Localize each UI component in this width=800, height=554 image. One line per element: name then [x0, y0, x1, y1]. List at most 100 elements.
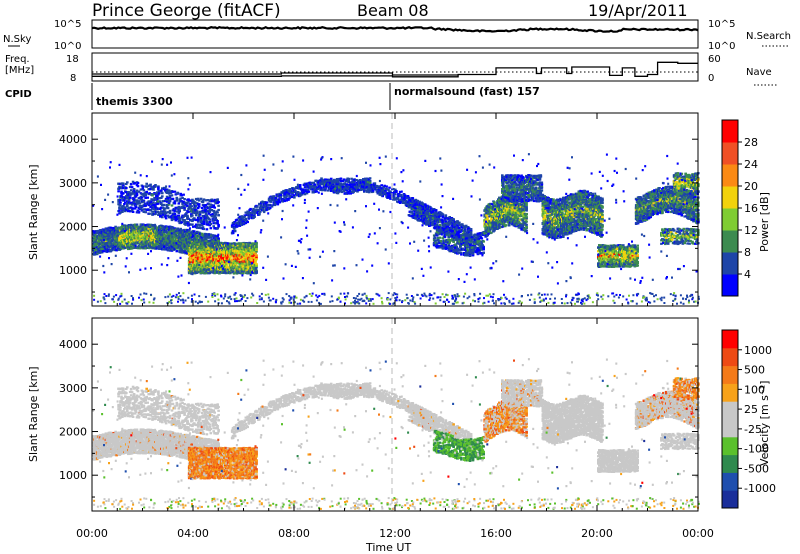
power-cell: [129, 183, 133, 186]
power-cell: [132, 239, 136, 242]
power-cell: [170, 204, 174, 207]
power-cell: [143, 226, 147, 229]
power-cell: [157, 186, 160, 189]
power-cell: [188, 233, 191, 236]
power-cell: [94, 234, 98, 237]
power-cell: [101, 241, 105, 244]
power-cell: [94, 243, 98, 246]
power-cell: [175, 250, 179, 253]
power-cell: [144, 247, 147, 250]
power-cell: [161, 195, 164, 198]
power-cell: [173, 213, 177, 216]
power-cell: [171, 238, 175, 241]
power-cell: [116, 228, 119, 231]
power-cell: [145, 190, 148, 193]
power-cell: [103, 242, 107, 245]
power-cell: [195, 230, 199, 233]
power-scatter: [92, 153, 700, 305]
power-cell: [191, 238, 194, 241]
power-cell: [122, 229, 125, 233]
power-cell: [98, 230, 102, 233]
power-cell: [135, 223, 139, 226]
power-cell: [93, 253, 97, 256]
power-cell: [136, 239, 140, 242]
power-cell: [154, 225, 157, 228]
power-cell: [168, 209, 172, 212]
power-cell: [128, 196, 132, 199]
power-cell: [148, 212, 151, 215]
freq-label-2: [MHz]: [5, 65, 34, 76]
power-cell: [166, 242, 170, 245]
power-cell: [151, 237, 154, 240]
power-cell: [98, 245, 102, 248]
power-cell: [110, 227, 114, 230]
power-cell: [175, 198, 179, 201]
nave-label: Nave: [746, 67, 772, 78]
power-cell: [125, 187, 128, 190]
power-cell: [182, 193, 185, 196]
station-title: Prince George (fitACF): [92, 1, 281, 21]
power-cell: [186, 232, 189, 235]
power-cell: [93, 249, 97, 252]
power-cell: [175, 232, 179, 235]
power-cell: [197, 238, 201, 242]
power-cell: [241, 272, 245, 275]
power-cell: [132, 188, 136, 191]
power-cell: [170, 228, 174, 231]
frequency-panel: Freq. [MHz] 18 8 60 0 Nave: [5, 52, 778, 86]
power-cell: [97, 239, 101, 242]
power-cell: [195, 236, 199, 239]
noise-left-tick-top: 10^5: [54, 19, 81, 30]
power-cell: [184, 230, 187, 233]
power-cell: [175, 240, 179, 243]
power-cell: [101, 248, 105, 251]
power-cell: [255, 270, 258, 273]
power-cell: [142, 239, 146, 242]
nave-line: [92, 61, 698, 78]
power-cell: [191, 214, 194, 217]
power-cell: [136, 185, 140, 188]
power-cell: [255, 243, 258, 246]
power-cell: [93, 244, 96, 247]
power-cell: [93, 235, 96, 238]
power-cell: [127, 235, 130, 238]
power-cell: [153, 234, 156, 237]
power-cell: [164, 217, 168, 220]
power-cell: [127, 242, 130, 245]
power-cell: [100, 251, 104, 254]
power-cell: [116, 229, 119, 232]
power-cell: [93, 240, 96, 243]
power-cell: [162, 234, 166, 237]
power-cell: [128, 228, 132, 231]
power-cell: [112, 226, 115, 230]
power-cell: [93, 248, 97, 251]
power-cell: [198, 232, 202, 235]
power-cell: [186, 202, 189, 205]
power-cell: [108, 243, 112, 246]
power-cell: [182, 246, 185, 249]
power-cell: [177, 241, 181, 244]
power-cell: [161, 247, 164, 250]
noise-sky-line: [91, 25, 699, 33]
power-cell: [160, 226, 163, 229]
power-cell: [184, 245, 187, 248]
power-cell: [93, 246, 97, 250]
power-cell: [161, 192, 164, 195]
power-cell: [147, 227, 150, 230]
power-cell: [143, 231, 147, 234]
power-cell: [154, 185, 157, 188]
power-cell: [173, 247, 177, 250]
power-cell: [106, 239, 110, 242]
power-cell: [121, 241, 124, 244]
power-cell: [127, 224, 131, 227]
power-cell: [181, 235, 184, 238]
power-cell: [194, 233, 197, 236]
power-cell: [188, 231, 191, 234]
power-cell: [152, 188, 155, 191]
power-cell: [107, 235, 111, 238]
power-cell: [116, 235, 119, 238]
power-cell: [255, 246, 258, 249]
power-cell: [122, 247, 125, 250]
power-cell: [152, 224, 155, 227]
